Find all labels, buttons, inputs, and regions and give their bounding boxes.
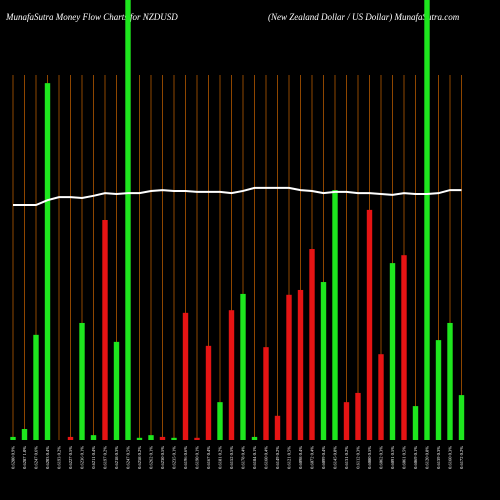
bar — [217, 402, 223, 440]
bar — [113, 341, 120, 440]
bar — [148, 435, 154, 440]
x-tick-label: 0.6172 0.2% — [459, 446, 464, 469]
bar — [297, 289, 304, 440]
x-tick-label: 0.6211 0.4% — [91, 446, 96, 469]
x-tick-label: 0.6160 0.3% — [448, 446, 453, 469]
bar — [274, 415, 281, 440]
x-tick-label: 0.6280 0.9% — [11, 446, 16, 469]
bar — [251, 436, 258, 440]
bar — [343, 402, 350, 440]
x-tick-label: 0.6218 0.3% — [114, 446, 119, 469]
x-tick-label: 0.6236 0.1% — [80, 446, 85, 469]
bar — [366, 209, 373, 440]
bar — [205, 345, 212, 440]
x-tick-label: 0.6145 0.8% — [333, 446, 338, 469]
bar — [435, 340, 442, 440]
x-tick-label: 0.6121 0.5% — [287, 446, 292, 469]
bar — [102, 220, 108, 440]
money-flow-line — [13, 186, 462, 207]
x-tick-label: 0.6196 0.6% — [183, 446, 188, 469]
bar — [10, 436, 16, 440]
x-tick-label: 0.6227 0.5% — [68, 446, 73, 469]
bar — [309, 249, 315, 440]
x-tick-label: 0.6247 0.5% — [126, 446, 131, 469]
x-tick-label: 0.6099 0.4% — [321, 446, 326, 469]
x-tick-label: 0.6139 0.3% — [436, 446, 441, 469]
bar — [182, 312, 189, 440]
bar — [171, 437, 177, 440]
x-tick-label: 0.6080 0.5% — [367, 446, 372, 469]
x-tick-label: 0.6184 0.1% — [252, 446, 257, 469]
bar — [67, 436, 74, 440]
x-tick-label: 0.6160 0.4% — [264, 446, 269, 469]
bar — [228, 310, 235, 440]
x-tick-label: 0.6112 0.3% — [356, 446, 361, 469]
bar — [332, 190, 338, 440]
bar — [125, 0, 131, 440]
chart-subtitle: (New Zealand Dollar / US Dollar) MunafaS… — [268, 12, 460, 22]
x-tick-label: 0.6258 0.2% — [137, 446, 142, 469]
bar — [194, 437, 200, 440]
bar — [447, 322, 453, 440]
x-tick-label: 0.6193 0.2% — [57, 446, 62, 469]
x-tick-label: 0.6167 0.4% — [206, 446, 211, 469]
x-tick-label: 0.6203 0.4% — [45, 446, 50, 469]
bar — [136, 437, 143, 440]
x-tick-label: 0.6235 0.1% — [172, 446, 177, 469]
x-tick-label: 0.6072 0.4% — [310, 446, 315, 469]
bar — [355, 392, 361, 440]
bar — [159, 436, 166, 440]
bar — [263, 347, 269, 440]
bar — [401, 255, 407, 440]
bar — [21, 429, 28, 440]
bar — [424, 0, 430, 440]
x-tick-label: 0.6247 0.6% — [34, 446, 39, 469]
x-tick-label: 0.6287 1.0% — [22, 446, 27, 469]
x-tick-label: 0.6091 0.5% — [390, 446, 395, 469]
bar — [378, 354, 384, 440]
x-tick-label: 0.6178 0.4% — [241, 446, 246, 469]
bar — [90, 435, 97, 440]
x-tick-label: 0.6149 0.2% — [275, 446, 280, 469]
bar — [412, 406, 419, 440]
bar — [389, 263, 396, 440]
bar — [458, 395, 465, 440]
x-tick-label: 0.6098 0.4% — [298, 446, 303, 469]
bar — [320, 282, 327, 440]
x-tick-label: 0.6061 0.5% — [402, 446, 407, 469]
x-tick-label: 0.6230 0.5% — [160, 446, 165, 469]
bar — [33, 334, 39, 440]
x-tick-label: 0.6190 0.1% — [195, 446, 200, 469]
chart-title: MunafaSutra Money Flow Charts for NZDUSD — [5, 12, 178, 22]
bar — [44, 83, 51, 440]
bar — [286, 294, 292, 440]
x-tick-label: 0.6069 0.1% — [413, 446, 418, 469]
x-tick-label: 0.6120 0.8% — [425, 446, 430, 469]
x-tick-label: 0.6262 0.1% — [149, 446, 154, 469]
x-tick-label: 0.6181 0.2% — [218, 446, 223, 469]
x-tick-label: 0.6197 0.2% — [103, 446, 108, 469]
x-tick-label: 0.6062 0.3% — [379, 446, 384, 469]
bar — [240, 293, 246, 440]
x-tick-label: 0.6131 0.2% — [344, 446, 349, 469]
bar — [79, 322, 85, 440]
x-tick-label: 0.6152 0.5% — [229, 446, 234, 469]
